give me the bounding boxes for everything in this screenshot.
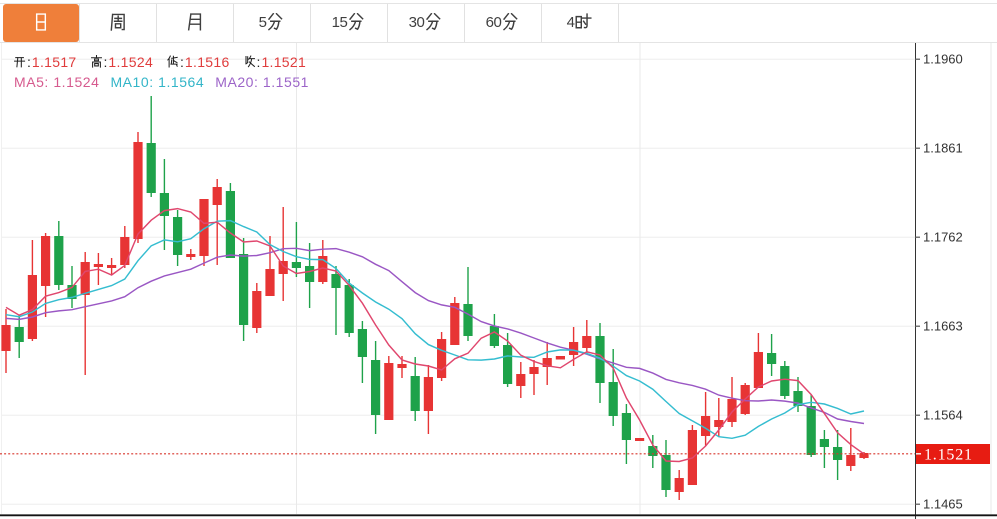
svg-text:1.1663: 1.1663	[923, 319, 963, 334]
svg-text:1.1521: 1.1521	[924, 447, 973, 464]
svg-text:1.1960: 1.1960	[923, 52, 963, 67]
svg-text:1.1564: 1.1564	[923, 408, 963, 423]
svg-text:1.1861: 1.1861	[923, 141, 963, 156]
svg-text:1.1465: 1.1465	[923, 497, 963, 512]
svg-text:1.1762: 1.1762	[923, 230, 963, 245]
